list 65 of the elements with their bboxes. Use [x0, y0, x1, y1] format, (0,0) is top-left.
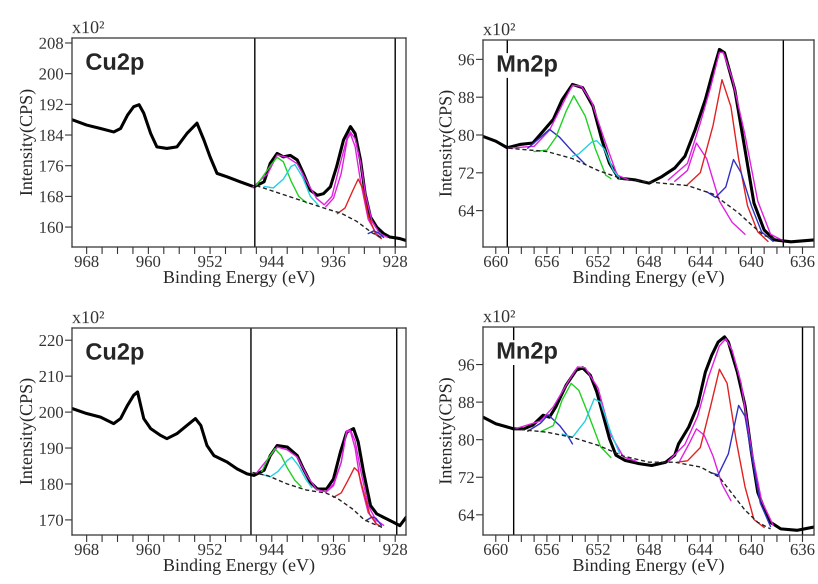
text: Mn2p — [498, 55, 557, 76]
x-axis-title: Binding Energy (eV) — [572, 558, 724, 575]
text: x10² — [483, 310, 516, 322]
x-tick-label: 960 — [136, 544, 160, 556]
x-tick-label: 660 — [484, 256, 508, 268]
x-tick-label: 652 — [586, 256, 610, 268]
x-tick-label: 660 — [484, 544, 508, 556]
y-tick-label: 176 — [40, 160, 64, 172]
y-axis-title: Intensity(CPS) — [19, 378, 36, 485]
x-tick-label: 944 — [260, 544, 284, 556]
y-tick-label: 88 — [458, 92, 474, 104]
y-tick-label: 64 — [458, 205, 474, 217]
x-tick-label: 636 — [790, 256, 814, 268]
text: x10² — [72, 311, 104, 324]
x-tick-label: 928 — [383, 256, 408, 268]
y-tick-label: 170 — [40, 514, 64, 526]
y-tick-label: 80 — [458, 434, 474, 446]
x-tick-label: 656 — [535, 256, 559, 268]
y-tick-label: 80 — [458, 130, 474, 141]
y-tick-label: 200 — [39, 406, 64, 418]
x-tick-label: 960 — [136, 256, 160, 268]
x-tick-label: 644 — [688, 544, 712, 556]
y-tick-label: 200 — [39, 68, 64, 80]
y-tick-label: 72 — [459, 168, 474, 179]
y-tick-label: 220 — [39, 334, 64, 346]
y-tick-label: 208 — [39, 38, 64, 49]
x-tick-label: 952 — [198, 256, 222, 268]
x-tick-label: 640 — [740, 256, 764, 268]
text: Mn2p — [498, 342, 557, 364]
x-axis-title: Binding Energy (eV) — [572, 270, 724, 287]
text: x10² — [483, 23, 516, 36]
x-tick-label: 656 — [535, 544, 559, 556]
y-tick-label: 96 — [458, 54, 474, 66]
x-tick-label: 640 — [740, 544, 764, 556]
text: Cu2p — [86, 343, 144, 364]
x-tick-label: 968 — [74, 544, 99, 556]
y-tick-label: 72 — [459, 472, 474, 484]
y-tick-label: 88 — [458, 396, 474, 408]
x-tick-label: 928 — [383, 544, 408, 556]
y-tick-label: 64 — [458, 510, 474, 521]
y-tick-label: 96 — [458, 359, 474, 371]
y-tick-label: 190 — [40, 442, 64, 454]
y-axis-title: Intensity(CPS) — [19, 90, 36, 196]
y-tick-label: 210 — [39, 370, 64, 382]
x-tick-label: 644 — [688, 256, 712, 268]
y-tick-label: 180 — [40, 478, 64, 490]
x-tick-label: 936 — [322, 256, 346, 268]
x-tick-label: 944 — [260, 256, 284, 268]
x-axis-title: Binding Energy (eV) — [163, 270, 314, 287]
x-axis-title: Binding Energy (eV) — [163, 558, 314, 575]
text: x10² — [72, 21, 104, 34]
x-tick-label: 936 — [322, 544, 346, 556]
x-tick-label: 968 — [74, 256, 99, 268]
y-tick-label: 192 — [40, 99, 63, 110]
x-tick-label: 652 — [586, 544, 610, 556]
y-tick-label: 160 — [40, 222, 64, 234]
y-tick-label: 168 — [40, 191, 64, 202]
x-tick-label: 952 — [198, 544, 222, 556]
x-tick-label: 648 — [637, 256, 662, 268]
y-axis-title: Intensity(CPS) — [438, 378, 456, 484]
y-tick-label: 184 — [40, 130, 64, 141]
x-tick-label: 636 — [790, 544, 814, 556]
x-tick-label: 648 — [637, 544, 662, 556]
y-axis-title: Intensity(CPS) — [438, 90, 456, 197]
text: Cu2p — [86, 53, 144, 75]
